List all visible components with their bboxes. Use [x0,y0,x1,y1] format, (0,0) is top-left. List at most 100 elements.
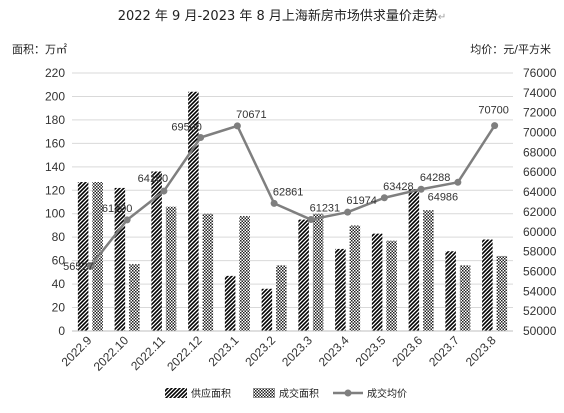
bar-deal [202,213,214,331]
x-tick-label: 2023.8 [463,333,499,369]
x-tick-label: 2023.1 [206,333,242,369]
price-point [417,185,425,193]
y-tick-label: 140 [45,160,65,174]
gridlines [72,72,513,309]
y2-tick-label: 68000 [523,145,557,159]
price-data-label: 64100 [138,173,169,185]
y2-tick-label: 54000 [523,284,557,298]
x-tick-label: 2023.4 [316,333,352,369]
y-tick-label: 60 [52,254,66,268]
y2-axis-ticks: 50000 52000 54000 56000 58000 60000 62000 64000… [523,66,557,338]
price-data-label: 61231 [310,203,341,215]
bar-deal [165,206,177,331]
x-tick-label: 2022.10 [91,333,132,374]
price-point [197,134,205,141]
price-point [233,122,241,130]
price-data-labels: 56527 61200 64100 69500 70671 62861 61231 61974… [63,105,509,274]
bar-deal [276,265,287,331]
x-tick-label: 2022.9 [59,333,95,369]
price-point [270,199,278,207]
y2-tick-label: 70000 [523,126,557,140]
price-data-label: 69500 [171,122,202,134]
bar-supply [224,275,236,331]
bar-deal [459,265,471,331]
price-point [86,262,94,270]
legend-swatch-deal [253,388,275,398]
y2-tick-label: 64000 [523,185,557,199]
bar-deal [239,216,250,331]
legend-item-deal: 成交面积 [253,387,319,400]
y2-tick-label: 74000 [523,86,557,100]
y2-tick-label: 60000 [523,225,557,239]
y-tick-label: 0 [58,324,65,338]
y2-tick-label: 58000 [523,245,557,259]
bar-supply [114,187,126,331]
y-tick-label: 220 [45,66,65,80]
legend-label-price: 成交均价 [367,387,407,400]
bar-supply [482,239,493,331]
x-tick-label: 2022.11 [128,333,168,373]
bar-supply [335,248,346,331]
price-point [491,122,499,130]
bar-supply [77,182,89,331]
y2-tick-label: 50000 [523,324,557,338]
price-line [86,122,499,270]
price-data-label: 63428 [383,181,414,193]
bar-supply [445,251,456,331]
price-data-label: 61974 [346,195,377,207]
x-tick-label: 2023.6 [389,333,425,369]
y-axis-ticks: 0 20 40 60 80 100 120 140 160 180 200 220 [45,66,65,338]
y-tick-label: 40 [52,277,66,291]
y-tick-label: 160 [45,136,65,150]
bar-deal [349,225,361,331]
x-tick-label: 2022.12 [164,333,205,374]
bar-supply [408,189,420,331]
chart-title: 2022 年 9 月-2023 年 8 月上海新房市场供求量价走势↵ [118,8,447,24]
price-data-label: 70671 [236,109,267,121]
bar-supply [371,233,383,331]
legend-item-supply: 供应面积 [165,387,231,400]
legend-item-price: 成交均价 [333,387,407,400]
bar-supply [188,91,199,331]
price-point [160,187,168,195]
price-data-label: 64288 [420,172,451,184]
price-data-label: 62861 [273,186,304,198]
y2-axis-unit-label: 均价：元/平方米 [470,42,551,56]
x-tick-label: 2023.2 [242,333,278,369]
y-tick-label: 180 [45,113,65,127]
price-point [344,208,352,216]
y2-tick-label: 76000 [523,66,557,80]
x-tick-label: 2023.7 [426,333,462,369]
bar-supply [261,288,273,331]
bar-deal [496,255,508,331]
x-tick-label: 2023.3 [279,333,315,369]
y2-tick-label: 62000 [523,205,557,219]
legend: 供应面积 成交面积 成交均价 [165,387,407,400]
bar-deal [129,264,140,331]
bar-supply [151,171,162,331]
bar-deal [312,213,324,331]
price-point [454,178,462,186]
price-line-path [89,124,496,268]
y2-tick-label: 66000 [523,165,557,179]
price-data-label: 64986 [428,191,459,203]
y-tick-label: 20 [52,301,66,315]
price-data-label: 56527 [63,261,94,273]
legend-swatch-supply [165,388,187,398]
bar-supply [298,219,309,331]
y2-tick-label: 56000 [523,264,557,278]
legend-label-supply: 供应面积 [191,387,231,400]
y2-tick-label: 72000 [523,106,557,120]
bar-deal [386,240,397,331]
price-data-label: 70700 [478,105,509,117]
y-tick-label: 80 [52,230,66,244]
price-data-label: 61200 [102,203,133,215]
bar-deal [423,210,434,331]
y-tick-label: 100 [45,207,65,221]
price-point [380,194,388,202]
y-tick-label: 120 [45,183,65,197]
y2-tick-label: 52000 [523,304,557,318]
